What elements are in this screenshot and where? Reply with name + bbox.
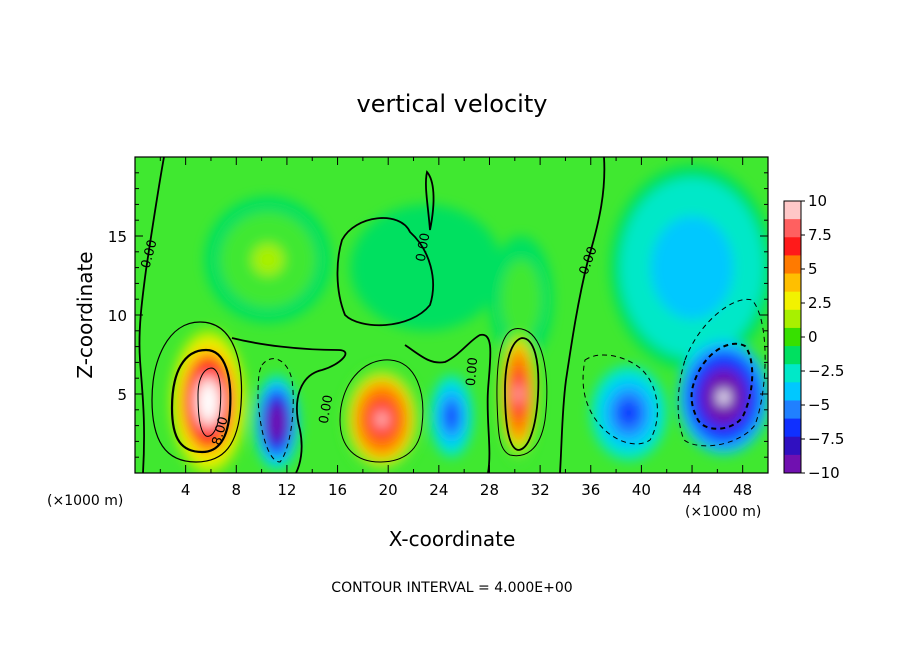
y-tick-label: 15: [108, 228, 127, 246]
contour-label-2: 0.00: [414, 232, 434, 263]
x-unit-label-left: (×1000 m): [47, 493, 123, 509]
colorbar-tick-label: 7.5: [808, 226, 832, 244]
field-blob-3-level-7: [681, 254, 703, 281]
field-blob-7-level-7: [516, 385, 522, 403]
y-axis-label: Z-coordinate: [73, 251, 97, 378]
contour-line-11: [690, 342, 754, 430]
field-blob-4-level-7: [448, 410, 455, 422]
colorbar-tick-label: −10: [808, 464, 840, 482]
contour-line-14: [231, 337, 347, 473]
contour-line-10: [677, 298, 766, 447]
x-tick-label: 24: [429, 481, 448, 499]
x-tick-label: 48: [733, 481, 752, 499]
x-tick-label: 12: [277, 481, 296, 499]
colorbar-tick-label: 2.5: [808, 294, 832, 312]
colorbar-swatch-9: [784, 364, 801, 383]
contour-label-3: 0.00: [317, 394, 337, 425]
colorbar-tick-label: 0: [808, 328, 818, 346]
colorbar-swatch-2: [784, 237, 801, 256]
colorbar-swatch-1: [784, 219, 801, 238]
plot-area: [134, 156, 769, 474]
colorbar-swatch-14: [784, 454, 801, 474]
colorbar-swatch-3: [784, 255, 801, 275]
x-tick-label: 4: [181, 481, 191, 499]
x-tick-labels: 4 8 12 16 20 24 28 32 36 40 44 48: [181, 481, 752, 499]
colorbar-swatch-0: [784, 201, 801, 220]
colorbar-swatch-11: [784, 400, 801, 420]
x-tick-label: 32: [531, 481, 550, 499]
contour-line-6: [197, 367, 222, 437]
colorbar-swatch-10: [784, 382, 801, 401]
contour-label-4: 0.00: [464, 357, 481, 387]
x-tick-label: 40: [632, 481, 651, 499]
colorbar-swatch-8: [784, 346, 801, 365]
field-blob-10-level-7: [203, 392, 214, 411]
x-tick-label: 16: [328, 481, 347, 499]
colorbar-tick-label: −2.5: [808, 362, 844, 380]
chart-title: vertical velocity: [357, 90, 548, 118]
y-tick-label: 10: [108, 307, 127, 325]
contour-label-5: 8.00: [210, 415, 232, 447]
colorbar-swatch-4: [784, 273, 801, 293]
y-tick-label: 5: [117, 386, 127, 404]
field-blob-6-level-7: [376, 412, 387, 426]
colorbar-swatch-6: [784, 309, 801, 329]
y-tick-labels: 5 10 15: [108, 228, 127, 404]
contour-labels: 0.00 0.000.000.000.008.00: [139, 232, 601, 447]
contour-line-9: [496, 328, 548, 457]
colorbar-swatch-7: [784, 327, 801, 347]
x-tick-label: 44: [682, 481, 701, 499]
x-tick-label: 8: [232, 481, 242, 499]
field-blob-9-level-7: [717, 390, 730, 405]
x-tick-label: 28: [480, 481, 499, 499]
x-tick-label: 36: [581, 481, 600, 499]
colorbar-tick-label: −5: [808, 396, 830, 414]
contour-line-13: [582, 354, 658, 445]
colorbar-swatch-12: [784, 418, 801, 438]
contour-line-5: [170, 348, 232, 454]
contour-lines: [138, 157, 766, 473]
contour-line-2: [336, 217, 434, 327]
x-unit-label-right: (×1000 m): [685, 504, 761, 520]
contour-line-1: [559, 157, 606, 473]
colorbar-swatch-13: [784, 436, 801, 456]
contour-line-3: [425, 170, 435, 231]
x-axis-label: X-coordinate: [389, 527, 516, 551]
contour-line-8: [504, 337, 540, 451]
colorbar-tick-label: 5: [808, 260, 818, 278]
x-tick-label: 20: [379, 481, 398, 499]
field-layer: [170, 164, 768, 473]
field-blob-1-level-7: [517, 291, 526, 308]
field-blob-2-level-7: [260, 251, 276, 268]
colorbar-tick-label: −7.5: [808, 430, 844, 448]
axis-ticks: [135, 157, 768, 473]
contour-label-0: 0.00: [139, 238, 161, 270]
contour-line-4: [151, 321, 243, 463]
field-blob-5-level-7: [623, 407, 634, 419]
contour-interval-text: CONTOUR INTERVAL = 4.000E+00: [331, 580, 572, 596]
field-blob-8-level-7: [273, 416, 280, 429]
colorbar-tick-label: 10: [808, 192, 827, 210]
contour-line-15: [404, 334, 492, 473]
contour-line-7: [339, 359, 424, 463]
contour-line-12: [257, 358, 294, 463]
colorbar-swatch-5: [784, 291, 801, 311]
colorbar: 10 7.5 5 2.5 0 −2.5 −5 −7.5 −10: [783, 192, 844, 482]
